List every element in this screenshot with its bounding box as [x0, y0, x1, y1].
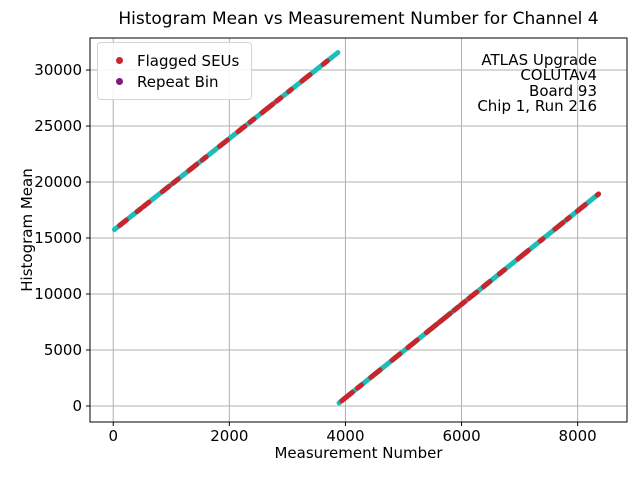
repeat-bin-marker-icon — [116, 78, 123, 85]
flagged-seu-cluster — [117, 217, 129, 228]
flagged-seu-cluster — [515, 248, 531, 262]
flagged-seu-cluster — [389, 351, 403, 363]
legend: Flagged SEUs Repeat Bin — [97, 42, 253, 100]
flagged-seu-cluster — [259, 101, 276, 116]
y-tick-label: 5000 — [44, 341, 82, 359]
flagged-seu-cluster — [537, 236, 546, 244]
legend-label: Flagged SEUs — [137, 51, 240, 70]
flagged-seu-cluster — [552, 220, 566, 232]
y-tick-label: 30000 — [34, 61, 82, 79]
x-tick-label: 2000 — [210, 427, 248, 445]
x-tick-label: 4000 — [326, 427, 364, 445]
y-tick-label: 15000 — [34, 229, 82, 247]
flagged-seu-cluster — [216, 137, 230, 149]
flagged-seus-marker-icon — [116, 57, 123, 64]
flagged-seu-cluster — [466, 289, 480, 301]
annotation-line: Chip 1, Run 216 — [477, 97, 597, 116]
legend-item-repeat-bin: Repeat Bin — [108, 71, 239, 92]
run-info-annotation: ATLAS Upgrade COLUTAv4 Board 93 Chip 1, … — [477, 51, 597, 116]
flagged-seu-cluster — [458, 299, 468, 308]
chart-title: Histogram Mean vs Measurement Number for… — [118, 9, 599, 29]
flagged-seu-cluster — [496, 267, 508, 277]
flagged-seu-cluster — [368, 367, 383, 380]
flagged-seu-cluster — [574, 202, 588, 214]
annotation-line: Board 93 — [529, 81, 597, 100]
y-tick-label: 20000 — [34, 173, 82, 191]
flagged-seu-cluster — [451, 304, 461, 313]
flagged-seu-cluster — [159, 183, 172, 195]
y-tick-label: 10000 — [34, 285, 82, 303]
flagged-seu-cluster — [355, 382, 365, 391]
flagged-seu-cluster — [170, 176, 181, 186]
flagged-seu-cluster — [437, 310, 453, 325]
annotation-line: ATLAS Upgrade — [481, 51, 597, 69]
x-tick-label: 0 — [108, 427, 118, 445]
y-tick-label: 25000 — [34, 117, 82, 135]
flagged-seu-cluster — [186, 161, 200, 174]
x-tick-label: 8000 — [559, 427, 597, 445]
x-tick-label: 6000 — [442, 427, 480, 445]
legend-item-flagged-seus: Flagged SEUs — [108, 50, 239, 71]
flagged-seu-cluster — [299, 72, 313, 84]
flagged-seu-cluster — [480, 278, 493, 290]
flagged-seu-cluster — [134, 206, 144, 215]
flagged-seu-cluster — [423, 321, 440, 336]
flagged-seu-cluster — [405, 337, 420, 351]
flagged-seu-cluster — [274, 95, 284, 104]
flagged-seu-cluster — [199, 154, 209, 163]
x-axis-label: Measurement Number — [274, 444, 443, 462]
y-tick-label: 0 — [72, 397, 82, 415]
y-axis-label: Histogram Mean — [18, 168, 36, 292]
flagged-seu-cluster — [594, 191, 602, 198]
flagged-seu-cluster — [247, 116, 257, 125]
flagged-seu-cluster — [320, 58, 330, 67]
flagged-seu-cluster — [286, 86, 294, 95]
flagged-seu-cluster — [564, 214, 572, 223]
plot-border — [89, 37, 628, 423]
legend-label: Repeat Bin — [137, 72, 219, 91]
annotation-line: COLUTAv4 — [520, 66, 597, 85]
flagged-seu-cluster — [141, 199, 152, 209]
flagged-seu-cluster — [339, 389, 355, 404]
flagged-seu-cluster — [235, 123, 248, 135]
